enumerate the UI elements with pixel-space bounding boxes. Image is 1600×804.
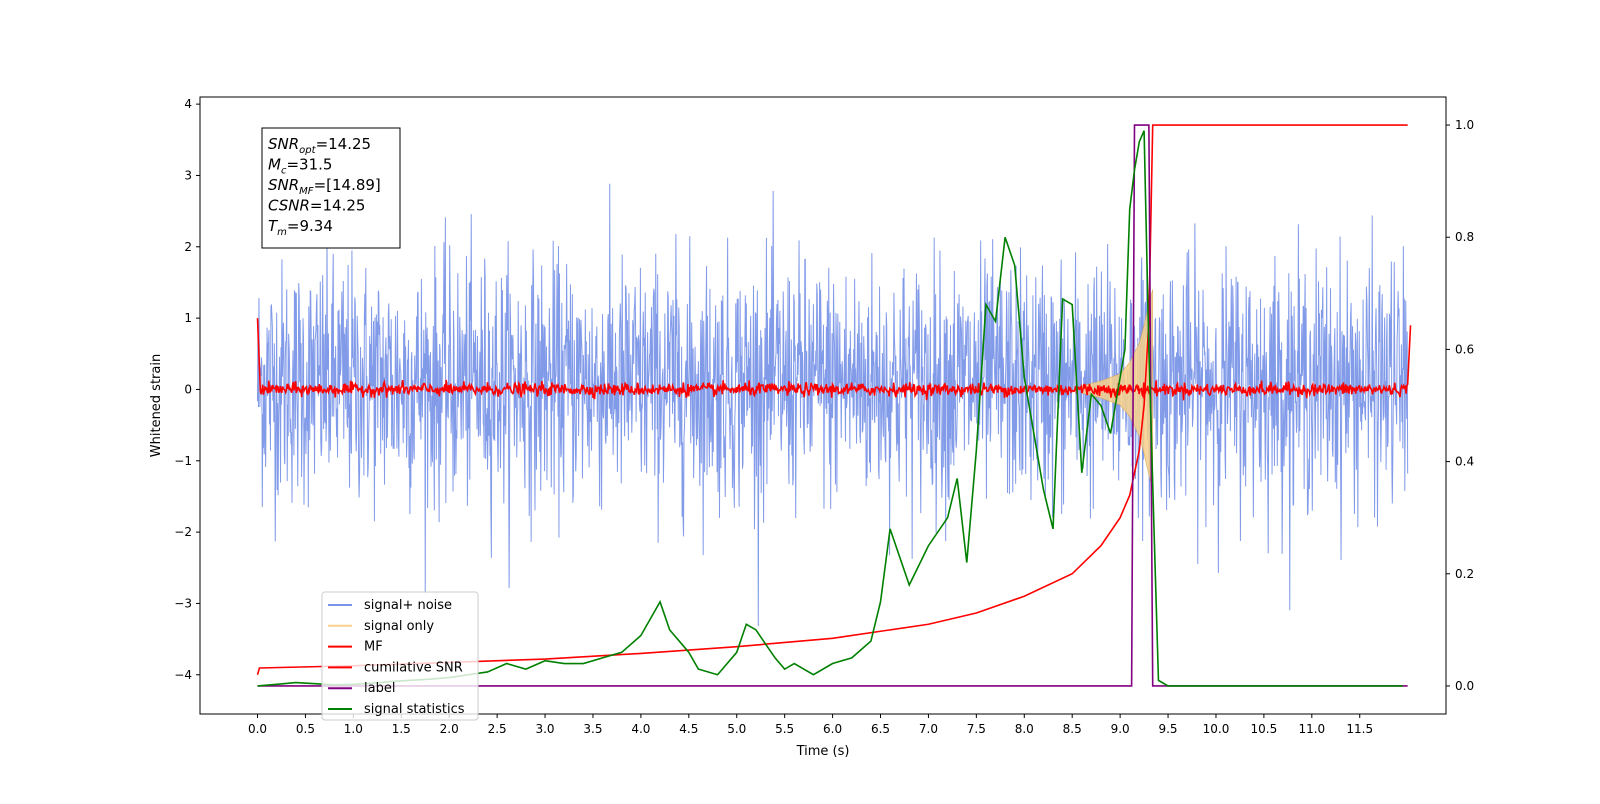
annotation-box: SNRopt=14.25Mc=31.5SNRMF=[14.89]CSNR=14.… [261, 127, 401, 249]
x-axis-label: Time (s) [796, 744, 850, 759]
series-cumilative-snr [256, 124, 1408, 675]
x-tick-label: 2.0 [440, 722, 459, 736]
legend-label: label [364, 681, 395, 696]
x-tick-label: 7.5 [967, 722, 986, 736]
x-tick-label: 10.0 [1203, 722, 1230, 736]
y-tick-label: −2 [174, 525, 192, 539]
x-tick-label: 6.5 [871, 722, 890, 736]
axes-frame [199, 96, 1447, 715]
x-tick-label: 4.5 [679, 722, 698, 736]
y-axis-label: Whitened strain [149, 354, 164, 457]
x-tick-label: 10.5 [1251, 722, 1278, 736]
noise-layer [257, 183, 1409, 627]
y2-tick-label: 1.0 [1455, 118, 1474, 132]
legend-label: signal statistics [364, 702, 465, 717]
x-tick-label: 4.0 [631, 722, 650, 736]
legend-frame [321, 591, 479, 721]
x-tick-label: 0.0 [248, 722, 267, 736]
legend-label: MF [364, 640, 383, 655]
series-mf [256, 318, 1412, 401]
series-layer [256, 124, 1412, 687]
x-tick-label: 8.5 [1063, 722, 1082, 736]
x-tick-label: 0.5 [296, 722, 315, 736]
ticks-layer: 0.0 0.5 1.0 1.5 2.0 2.5 3.0 3.5 4.0 4.5 5.0 5.5 6.0 6… [174, 97, 1474, 736]
x-tick-label: 9.5 [1158, 722, 1177, 736]
y2-tick-label: 0.8 [1455, 230, 1474, 244]
annotation-frame [261, 127, 401, 249]
x-tick-label: 1.5 [392, 722, 411, 736]
annotation-line: CSNR=14.25 [268, 197, 365, 215]
y-tick-label: 4 [184, 97, 192, 111]
x-tick-label: 5.5 [775, 722, 794, 736]
y2-tick-label: 0.4 [1455, 455, 1474, 469]
x-tick-label: 6.0 [823, 722, 842, 736]
legend-label: signal+ noise [364, 598, 452, 613]
annotation-line: Tm=9.34 [268, 217, 333, 238]
y-tick-label: 2 [184, 240, 192, 254]
y-tick-label: 0 [184, 382, 192, 396]
x-tick-label: 7.0 [919, 722, 938, 736]
y-tick-label: 3 [184, 168, 192, 182]
legend: signal+ noise signal only MF cumilative SNR… [321, 591, 479, 721]
series-label [257, 124, 1408, 687]
annotation-line: SNRMF=[14.89] [268, 176, 381, 197]
x-tick-label: 11.0 [1298, 722, 1325, 736]
annotation-line: Mc=31.5 [268, 156, 332, 177]
x-tick-label: 9.0 [1111, 722, 1130, 736]
x-tick-label: 3.0 [535, 722, 554, 736]
y2-tick-label: 0.6 [1455, 342, 1474, 356]
y-tick-label: −1 [174, 454, 192, 468]
legend-label: signal only [364, 619, 434, 634]
x-tick-label: 5.0 [727, 722, 746, 736]
x-tick-label: 11.5 [1346, 722, 1373, 736]
y2-tick-label: 0.2 [1455, 567, 1474, 581]
y-tick-label: −4 [174, 668, 192, 682]
series-signal-plus-noise [257, 183, 1409, 627]
x-tick-label: 8.0 [1015, 722, 1034, 736]
y-tick-label: −3 [174, 596, 192, 610]
annotation-line: SNRopt=14.25 [268, 135, 371, 156]
x-tick-label: 1.0 [344, 722, 363, 736]
series-signal-statistics [257, 130, 1403, 687]
y-tick-label: 1 [184, 311, 192, 325]
x-tick-label: 3.5 [583, 722, 602, 736]
y2-tick-label: 0.0 [1455, 679, 1474, 693]
legend-label: cumilative SNR [364, 660, 463, 675]
x-tick-label: 2.5 [488, 722, 507, 736]
